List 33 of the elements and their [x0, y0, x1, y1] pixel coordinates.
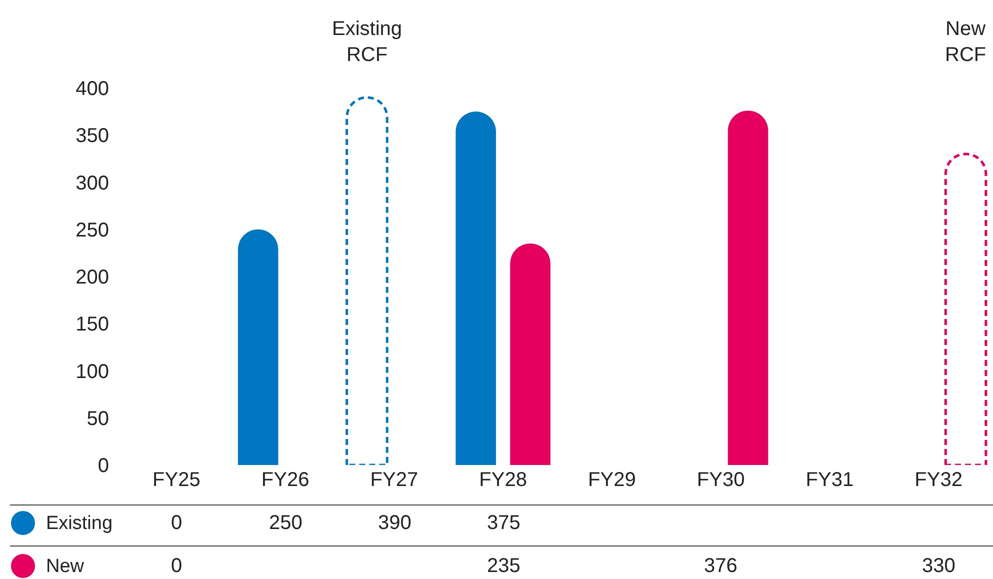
y-tick-label: 50 [86, 408, 109, 430]
y-tick-label: 300 [76, 172, 109, 194]
data-label: 390 [378, 512, 412, 534]
x-tick-label: FY28 [479, 469, 527, 491]
data-label: 375 [487, 512, 520, 534]
bar [728, 110, 768, 465]
data-label: 376 [704, 555, 738, 577]
data-label: 0 [171, 555, 182, 577]
text: Existing RCF [332, 18, 402, 66]
y-tick-label: 150 [76, 314, 109, 336]
data-label: 235 [487, 555, 520, 577]
data-label: 250 [269, 512, 302, 534]
x-tick-label: FY30 [696, 469, 745, 491]
data-label: 0 [171, 512, 182, 534]
data-label: 330 [922, 555, 956, 577]
x-tick-label: FY27 [370, 469, 418, 491]
y-tick-label: 400 [76, 78, 109, 100]
x-tick-label: FY32 [914, 469, 962, 491]
bar [238, 229, 278, 465]
x-tick-label: FY31 [806, 469, 854, 491]
legend-label: New [46, 556, 84, 577]
text: New RCF [945, 18, 986, 66]
y-tick-label: 0 [98, 455, 109, 477]
y-tick-label: 250 [76, 219, 109, 242]
bar [510, 244, 550, 465]
y-tick-label: 200 [76, 266, 109, 288]
y-tick-label: 100 [76, 360, 109, 383]
x-tick-label: FY26 [261, 469, 310, 491]
bar [456, 112, 496, 465]
legend-label: Existing [46, 513, 113, 534]
x-tick-label: FY25 [152, 469, 200, 491]
x-tick-label: FY29 [588, 469, 636, 491]
y-tick-label: 350 [76, 125, 109, 148]
